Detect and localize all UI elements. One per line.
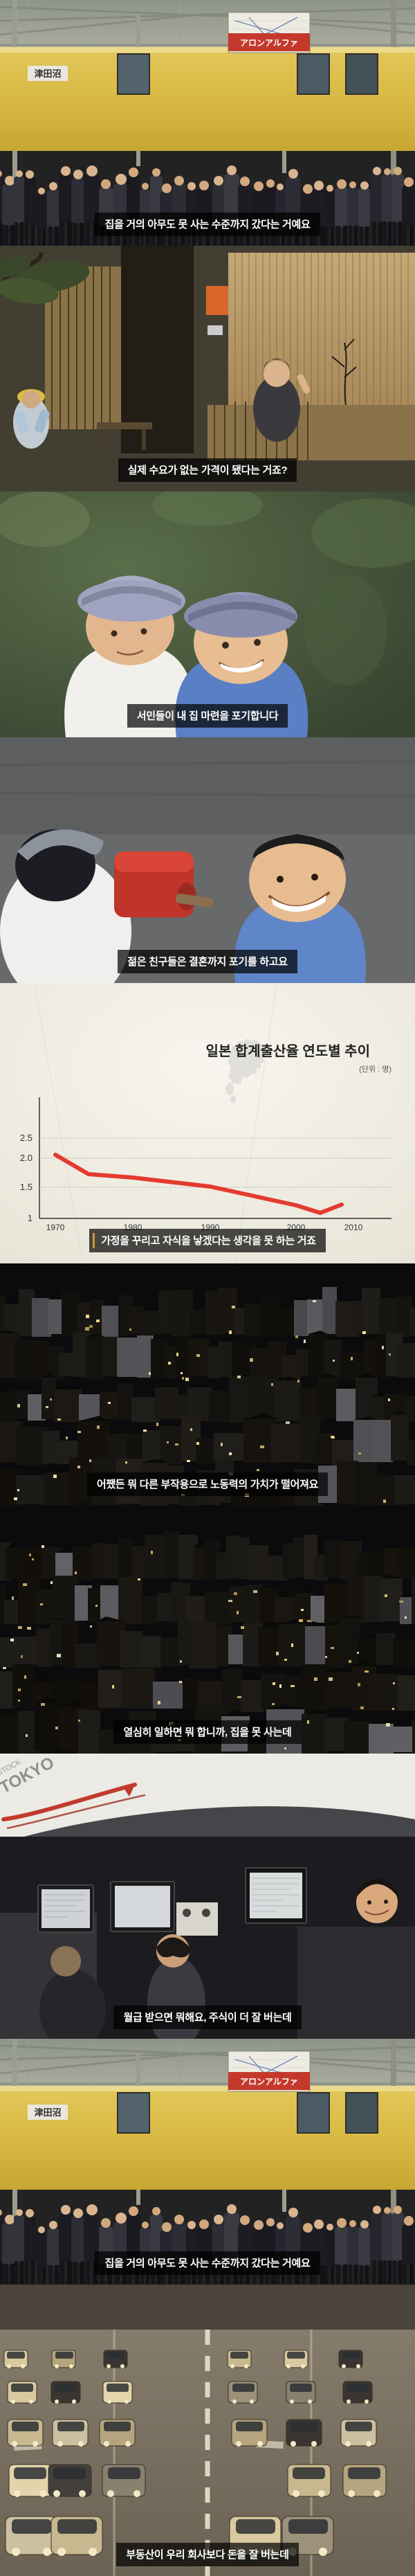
svg-text:アロンアルファ: アロンアルファ [240, 2077, 298, 2087]
svg-text:2.0: 2.0 [20, 1153, 33, 1163]
svg-text:アロンアルファ: アロンアルファ [240, 38, 298, 48]
svg-text:津田沼: 津田沼 [34, 2107, 61, 2118]
svg-text:2.5: 2.5 [20, 1133, 33, 1143]
svg-text:1.5: 1.5 [20, 1182, 33, 1192]
svg-text:일본 합계출산율 연도별 추이: 일본 합계출산율 연도별 추이 [206, 1043, 370, 1059]
svg-text:(단위 : 명): (단위 : 명) [359, 1065, 391, 1074]
svg-text:1: 1 [28, 1213, 33, 1223]
svg-text:津田沼: 津田沼 [34, 69, 61, 79]
